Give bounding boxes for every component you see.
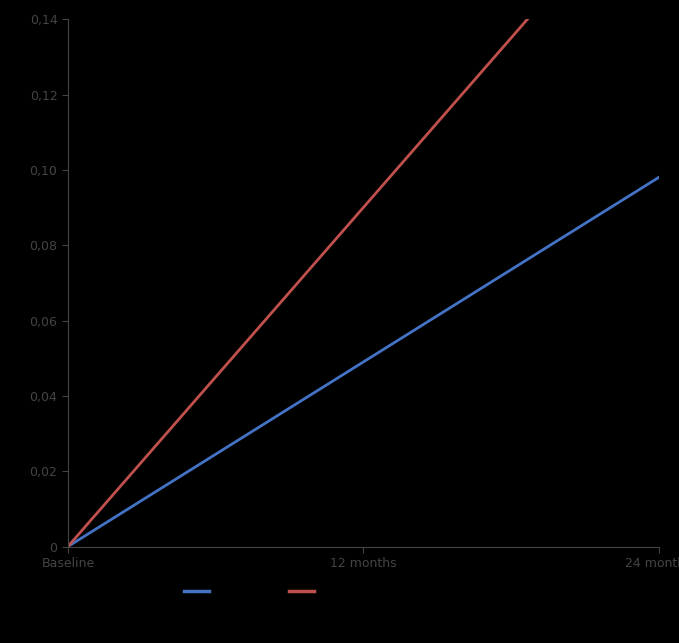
Legend: Control, Intervention: Control, Intervention: [179, 581, 405, 604]
